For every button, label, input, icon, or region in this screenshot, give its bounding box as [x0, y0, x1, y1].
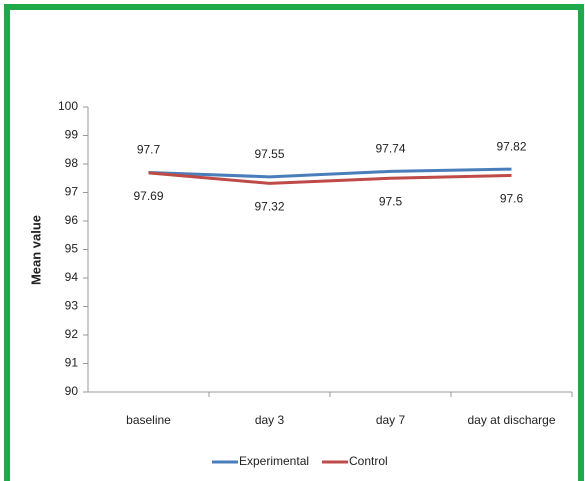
- y-tick-label: 94: [65, 270, 79, 284]
- y-tick-label: 100: [58, 99, 78, 113]
- y-tick-label: 97: [65, 185, 79, 199]
- data-label: 97.5: [379, 194, 403, 208]
- x-tick-label: baseline: [126, 413, 171, 427]
- data-label: 97.6: [500, 192, 524, 206]
- frame: [4, 4, 584, 481]
- y-tick-label: 92: [65, 327, 79, 341]
- data-label: 97.7: [137, 143, 161, 157]
- y-tick-label: 99: [65, 128, 79, 142]
- series-line: [148, 167, 512, 179]
- legend-label: Experimental: [239, 454, 309, 468]
- series-line: [148, 171, 512, 185]
- y-tick-label: 90: [65, 384, 79, 398]
- y-tick-label: 98: [65, 156, 79, 170]
- data-label: 97.32: [254, 200, 284, 214]
- y-axis-label: Mean value: [28, 215, 43, 285]
- data-label: 97.55: [254, 147, 284, 161]
- y-tick-label: 95: [65, 242, 79, 256]
- y-tick-label: 91: [65, 356, 79, 370]
- legend-label: Control: [349, 454, 388, 468]
- x-tick-label: day 7: [376, 413, 406, 427]
- data-label: 97.69: [133, 189, 163, 203]
- x-tick-label: day 3: [255, 413, 285, 427]
- data-label: 97.74: [375, 142, 405, 156]
- y-tick-label: 93: [65, 299, 79, 313]
- x-tick-label: day at discharge: [467, 413, 555, 427]
- data-label: 97.82: [496, 139, 526, 153]
- y-tick-label: 96: [65, 213, 79, 227]
